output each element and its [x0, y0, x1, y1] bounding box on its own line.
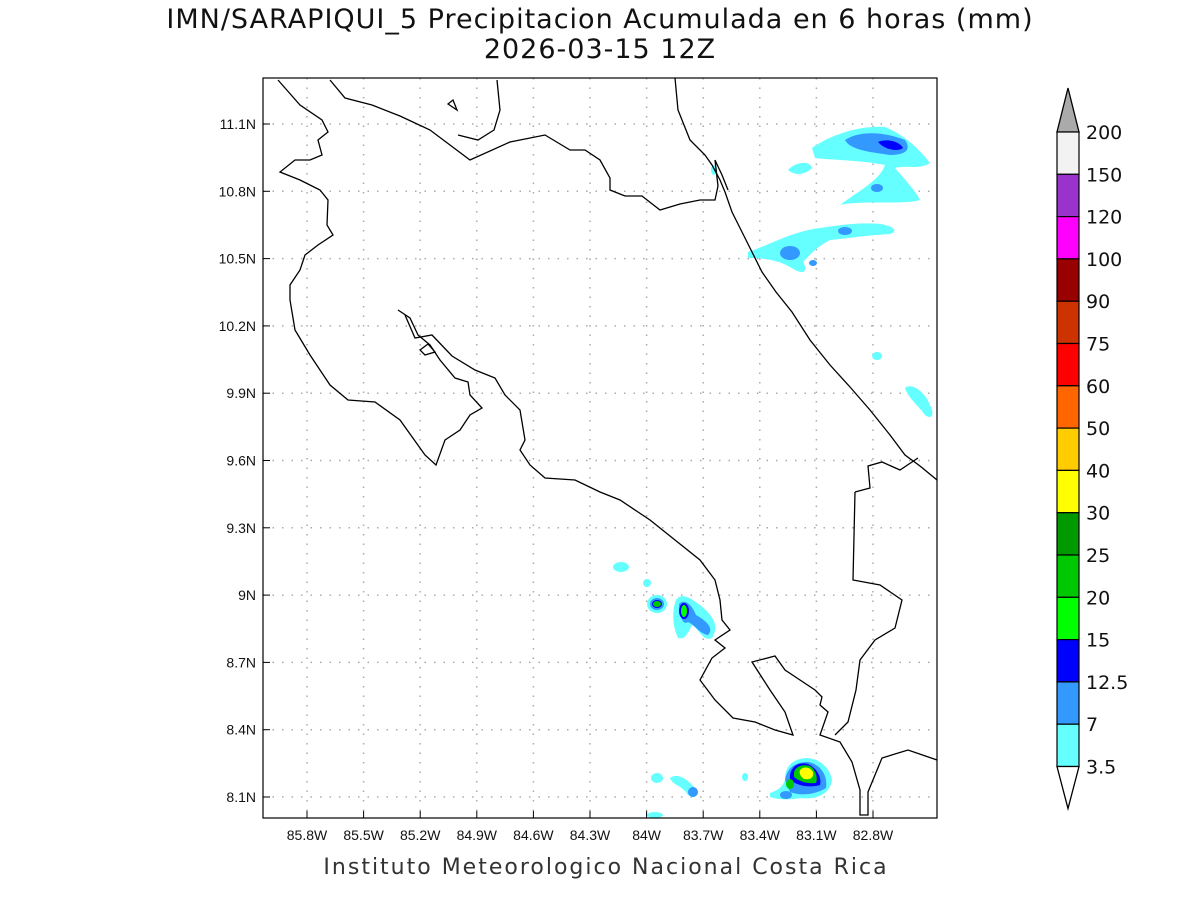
map-datetime: 2026-03-15 12Z — [483, 34, 717, 65]
colorbar-swatch — [1056, 554, 1080, 598]
lon-label: 82.8W — [853, 827, 894, 843]
lat-label: 8.1N — [226, 789, 256, 805]
lat-label: 10.8N — [219, 183, 256, 199]
map-title: IMN/SARAPIQUI_5 Precipitacion Acumulada … — [166, 4, 1034, 35]
colorbar-level-label: 20 — [1086, 587, 1110, 609]
lon-label: 83.7W — [683, 827, 724, 843]
footer-credit: Instituto Meteorologico Nacional Costa R… — [323, 855, 889, 880]
colorbar-swatch — [1056, 342, 1080, 387]
lon-label: 84.6W — [513, 827, 554, 843]
colorbar-over-arrow — [1056, 87, 1080, 133]
map-frame — [262, 77, 938, 819]
colorbar-level-label: 12.5 — [1086, 672, 1128, 694]
colorbar-swatch — [1056, 216, 1080, 260]
lon-label: 84W — [632, 827, 662, 843]
colorbar-under-arrow — [1056, 765, 1080, 812]
colorbar-level-label: 40 — [1086, 460, 1110, 482]
lon-label: 85.2W — [400, 827, 441, 843]
lon-label: 84.3W — [570, 827, 611, 843]
colorbar-swatch — [1056, 131, 1080, 175]
colorbar-swatch — [1056, 512, 1080, 556]
lat-label: 9.9N — [226, 385, 256, 401]
colorbar-legend: 200 150 120 100 90 75 60 50 40 30 25 20 15 12.5 7 3.5 — [1056, 87, 1128, 812]
colorbar-level-label: 200 — [1086, 122, 1122, 144]
lat-label: 9N — [238, 587, 256, 603]
colorbar-level-label: 30 — [1086, 503, 1110, 525]
colorbar-swatch — [1056, 596, 1080, 641]
lon-label: 84.9W — [457, 827, 498, 843]
colorbar-level-label: 3.5 — [1086, 757, 1116, 779]
lon-label: 85.5W — [343, 827, 384, 843]
colorbar-level-label: 90 — [1086, 291, 1110, 313]
lon-label: 83.4W — [740, 827, 781, 843]
colorbar-level-label: 75 — [1086, 334, 1110, 356]
precip-area-north — [711, 126, 933, 417]
colorbar-level-label: 7 — [1086, 714, 1098, 736]
longitude-labels: 85.8W 85.5W 85.2W 84.9W 84.6W 84.3W 84W 83.7W 83… — [287, 811, 894, 843]
colorbar-level-label: 100 — [1086, 249, 1122, 271]
colorbar-level-label: 120 — [1086, 207, 1122, 229]
colorbar-level-label: 150 — [1086, 164, 1122, 186]
lon-label: 83.1W — [796, 827, 837, 843]
colorbar-swatch — [1056, 385, 1080, 429]
coastlines — [277, 78, 937, 816]
colorbar-level-label: 60 — [1086, 376, 1110, 398]
lat-label: 10.2N — [219, 318, 256, 334]
latitude-labels: 11.1N 10.8N 10.5N 10.2N 9.9N 9.6N 9.3N 9N 8.7N 8.… — [219, 116, 270, 805]
colorbar-swatch — [1056, 258, 1080, 302]
colorbar-level-label: 25 — [1086, 545, 1110, 567]
lat-label: 8.7N — [226, 654, 256, 670]
lat-label: 8.4N — [226, 722, 256, 738]
colorbar-swatch — [1056, 681, 1080, 725]
lat-label: 9.6N — [226, 453, 256, 469]
colorbar-level-label: 50 — [1086, 418, 1110, 440]
colorbar-level-label: 15 — [1086, 630, 1110, 652]
lon-label: 85.8W — [287, 827, 328, 843]
colorbar-swatch — [1056, 638, 1080, 683]
colorbar-swatch — [1056, 173, 1080, 218]
colorbar-swatch — [1056, 427, 1080, 472]
colorbar-swatch — [1056, 723, 1080, 768]
precip-area-south — [613, 562, 832, 818]
lat-label: 9.3N — [226, 520, 256, 536]
lat-label: 10.5N — [219, 251, 256, 267]
precipitation-field — [277, 78, 937, 818]
colorbar-swatch — [1056, 469, 1080, 514]
colorbar-swatch — [1056, 300, 1080, 345]
lat-label: 11.1N — [220, 116, 256, 132]
grid-lines — [263, 78, 937, 818]
